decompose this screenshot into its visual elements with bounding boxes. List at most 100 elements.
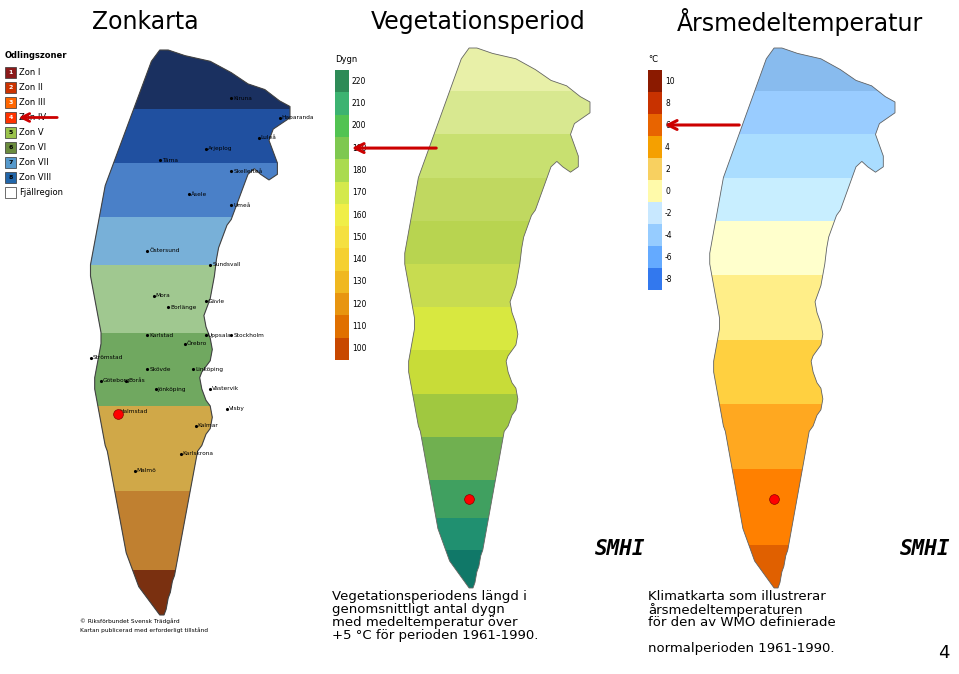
PathPatch shape	[695, 340, 900, 404]
Text: 4: 4	[9, 115, 12, 120]
Text: 6: 6	[9, 145, 12, 150]
PathPatch shape	[75, 570, 295, 615]
PathPatch shape	[390, 394, 595, 437]
PathPatch shape	[390, 550, 595, 588]
Bar	[335, 315, 349, 338]
Bar	[335, 92, 349, 115]
Text: SMHI: SMHI	[900, 539, 950, 559]
Bar	[5, 67, 16, 78]
Bar	[5, 142, 16, 153]
Text: Skövde: Skövde	[150, 367, 171, 372]
Bar	[648, 114, 662, 136]
PathPatch shape	[695, 48, 900, 91]
Text: °C: °C	[648, 55, 658, 64]
Text: © Riksförbundet Svensk Trädgård: © Riksförbundet Svensk Trädgård	[80, 618, 179, 624]
Text: Kiruna: Kiruna	[233, 96, 252, 100]
Text: -6: -6	[665, 253, 672, 262]
Bar	[648, 70, 662, 92]
Text: Vegetationsperiod: Vegetationsperiod	[370, 10, 585, 34]
Bar	[648, 180, 662, 202]
PathPatch shape	[695, 134, 900, 178]
Polygon shape	[710, 48, 895, 588]
PathPatch shape	[390, 350, 595, 394]
PathPatch shape	[390, 480, 595, 518]
Bar	[648, 268, 662, 290]
Text: för den av WMO definierade: för den av WMO definierade	[648, 616, 835, 629]
Bar	[335, 204, 349, 226]
PathPatch shape	[695, 91, 900, 134]
Text: +5 °C för perioden 1961-1990.: +5 °C för perioden 1961-1990.	[332, 629, 538, 642]
Text: Stockholm: Stockholm	[233, 333, 264, 338]
PathPatch shape	[390, 307, 595, 350]
Text: 170: 170	[352, 188, 366, 197]
Text: Zon IV: Zon IV	[19, 113, 46, 122]
Text: Klimatkarta som illustrerar: Klimatkarta som illustrerar	[648, 590, 826, 603]
Text: 7: 7	[9, 160, 12, 165]
Polygon shape	[405, 48, 590, 588]
Text: 150: 150	[352, 233, 366, 242]
Bar	[335, 70, 349, 92]
PathPatch shape	[390, 178, 595, 221]
Text: -4: -4	[665, 231, 672, 239]
Bar	[648, 246, 662, 268]
Text: 6: 6	[665, 121, 670, 129]
Text: SMHI: SMHI	[595, 539, 645, 559]
Text: Luleå: Luleå	[261, 135, 276, 140]
Bar	[335, 338, 349, 360]
Text: 140: 140	[352, 255, 366, 264]
Polygon shape	[90, 50, 290, 615]
Text: 220: 220	[352, 77, 366, 86]
Text: 8: 8	[665, 98, 669, 107]
PathPatch shape	[75, 491, 295, 570]
Text: Halmstad: Halmstad	[120, 409, 148, 414]
Text: Borås: Borås	[129, 378, 145, 383]
Text: 4: 4	[665, 142, 670, 152]
Bar	[648, 158, 662, 180]
Bar	[5, 97, 16, 108]
Text: 0: 0	[665, 187, 670, 195]
PathPatch shape	[390, 518, 595, 550]
Bar	[5, 82, 16, 93]
Text: Östersund: Östersund	[150, 248, 179, 253]
Text: Fjällregion: Fjällregion	[19, 188, 63, 197]
Bar	[335, 271, 349, 293]
Bar	[5, 127, 16, 138]
Text: 8: 8	[9, 175, 12, 180]
Bar	[5, 172, 16, 183]
PathPatch shape	[390, 91, 595, 134]
Text: Zon III: Zon III	[19, 98, 45, 107]
Text: 120: 120	[352, 300, 366, 309]
PathPatch shape	[75, 50, 295, 109]
Text: Linköping: Linköping	[196, 367, 223, 372]
PathPatch shape	[75, 163, 295, 216]
PathPatch shape	[75, 332, 295, 406]
Text: Västervik: Västervik	[212, 386, 240, 392]
Bar	[5, 112, 16, 123]
Text: 4: 4	[939, 644, 950, 662]
Text: Gävle: Gävle	[208, 299, 225, 304]
Text: 130: 130	[352, 278, 366, 286]
Text: 10: 10	[665, 77, 674, 86]
PathPatch shape	[695, 178, 900, 221]
Bar	[335, 226, 349, 249]
Text: Sundsvall: Sundsvall	[212, 262, 241, 267]
Text: 2: 2	[9, 85, 12, 90]
Text: 200: 200	[352, 121, 366, 130]
Text: Zon VI: Zon VI	[19, 143, 46, 152]
PathPatch shape	[390, 134, 595, 178]
Text: Borlänge: Borlänge	[170, 305, 197, 309]
Text: Årsmedeltemperatur: Årsmedeltemperatur	[677, 8, 924, 36]
Bar	[335, 137, 349, 159]
Bar	[648, 92, 662, 114]
Bar	[648, 202, 662, 224]
PathPatch shape	[75, 216, 295, 265]
Text: Mora: Mora	[155, 293, 171, 299]
Text: Åsele: Åsele	[191, 191, 207, 197]
Text: Skellefteå: Skellefteå	[233, 169, 263, 174]
Text: 160: 160	[352, 210, 366, 220]
PathPatch shape	[75, 109, 295, 163]
PathPatch shape	[390, 264, 595, 307]
PathPatch shape	[75, 406, 295, 491]
Text: 110: 110	[352, 322, 366, 331]
Text: Visby: Visby	[229, 406, 245, 411]
